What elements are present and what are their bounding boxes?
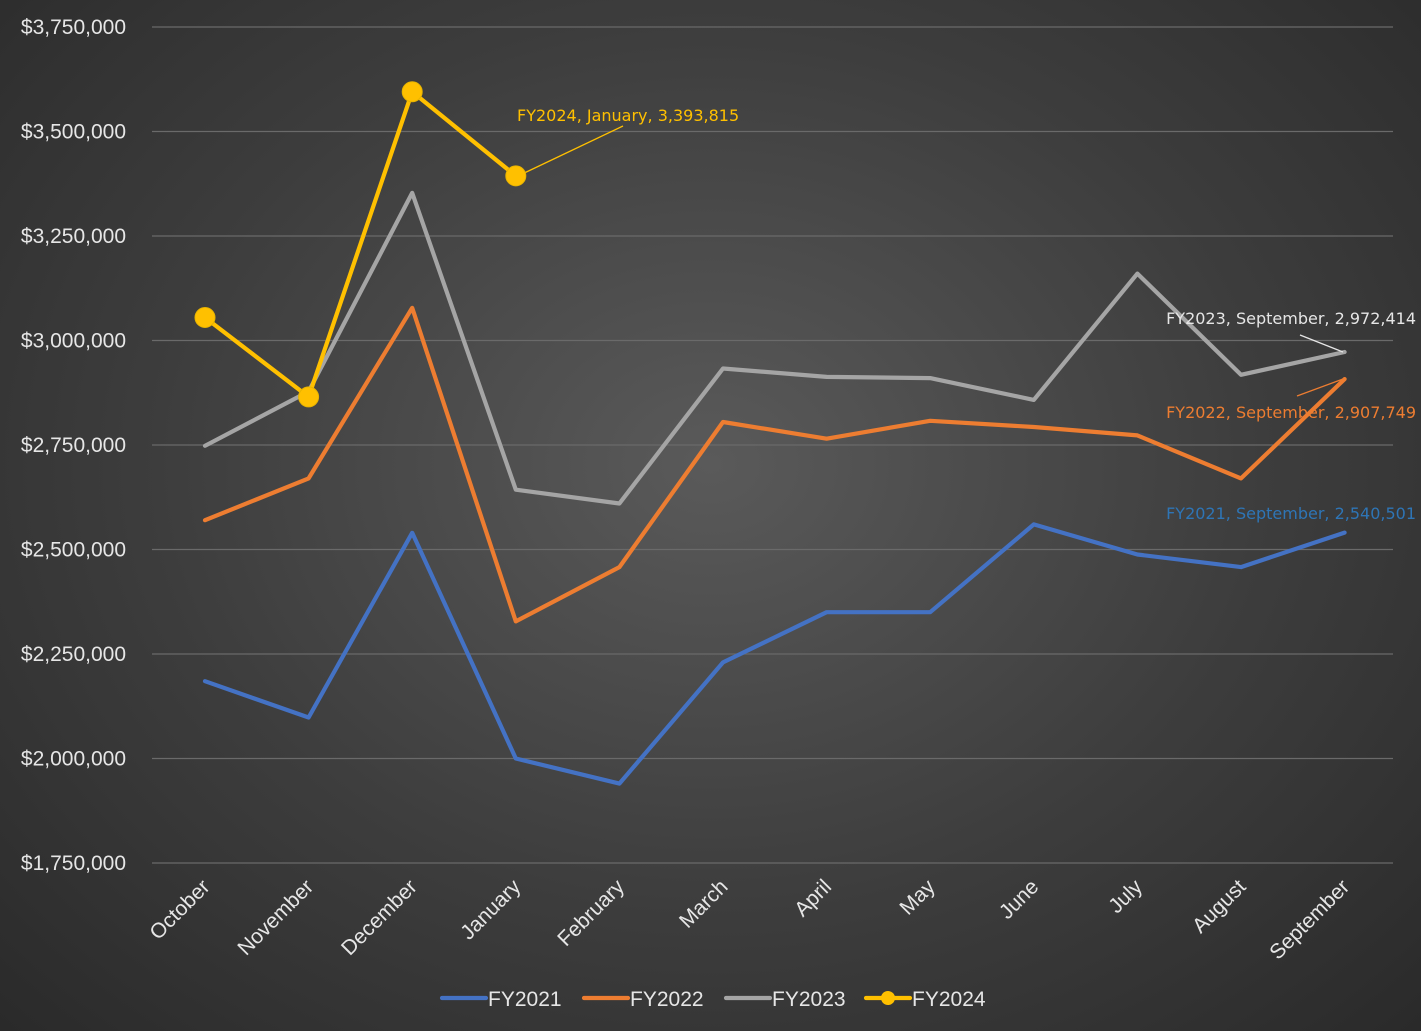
y-tick-label: $2,500,000 [21,539,126,562]
x-tick-label: May [895,875,940,920]
annotation-leader-fy2024 [517,125,624,177]
x-tick-label: December [337,875,422,960]
series-line-fy2024 [202,89,518,399]
annotation-label-fy2024: FY2024, January, 3,393,815 [517,106,739,125]
x-tick-label: July [1104,875,1147,918]
y-tick-label: $3,750,000 [21,16,126,39]
x-tick-label: October [145,875,214,944]
legend-label: FY2024 [912,988,986,1011]
series-line-fy2021 [202,522,1347,786]
y-tick-label: $2,000,000 [21,748,126,771]
x-tick-label: April [790,875,836,921]
legend-item-fy2022[interactable]: FY2022 [581,988,704,1011]
legend-label: FY2023 [772,988,846,1011]
annotation-label-fy2023: FY2023, September, 2,972,414 [1166,309,1416,328]
y-axis-tick-labels: $1,750,000 $2,000,000 $2,250,000 $2,500,000… [21,16,126,875]
y-tick-label: $2,250,000 [21,643,126,666]
legend: FY2021 FY2022 FY2023 FY2024 [439,988,986,1011]
gridlines [152,26,1393,864]
series-lines [202,89,1347,786]
y-tick-label: $3,250,000 [21,225,126,248]
x-tick-label: March [675,875,733,933]
data-point-fy2024 [298,386,320,408]
annotation-leader-fy2023 [1299,334,1344,353]
legend-item-fy2023[interactable]: FY2023 [723,988,846,1011]
legend-label: FY2021 [488,988,562,1011]
legend-item-fy2024[interactable]: FY2024 [863,988,986,1011]
x-tick-label: November [233,875,318,960]
y-tick-label: $3,500,000 [21,121,126,144]
legend-item-fy2021[interactable]: FY2021 [439,988,562,1011]
series-markers [194,81,527,408]
data-point-fy2024 [194,307,216,329]
data-point-fy2024 [505,165,527,187]
x-tick-label: September [1265,875,1354,964]
annotation-label-fy2021: FY2021, September, 2,540,501 [1166,504,1416,523]
annotation-leader-fy2022 [1296,378,1344,397]
series-line-fy2022 [202,305,1347,624]
x-tick-label: June [995,875,1043,923]
data-point-fy2024 [401,81,423,103]
legend-label: FY2022 [630,988,704,1011]
x-axis-tick-labels: October November December January February Ma… [145,875,1354,964]
y-tick-label: $1,750,000 [21,852,126,875]
y-tick-label: $3,000,000 [21,330,126,353]
x-tick-label: February [553,875,629,951]
x-tick-label: August [1188,875,1251,938]
legend-swatch-marker [881,991,895,1005]
annotation-leader-lines [517,125,1344,397]
x-tick-label: January [456,875,525,944]
series-line-fy2023 [202,190,1347,506]
data-annotations: FY2024, January, 3,393,815 FY2023, Septem… [517,106,1416,523]
annotation-label-fy2022: FY2022, September, 2,907,749 [1166,403,1416,422]
y-tick-label: $2,750,000 [21,434,126,457]
